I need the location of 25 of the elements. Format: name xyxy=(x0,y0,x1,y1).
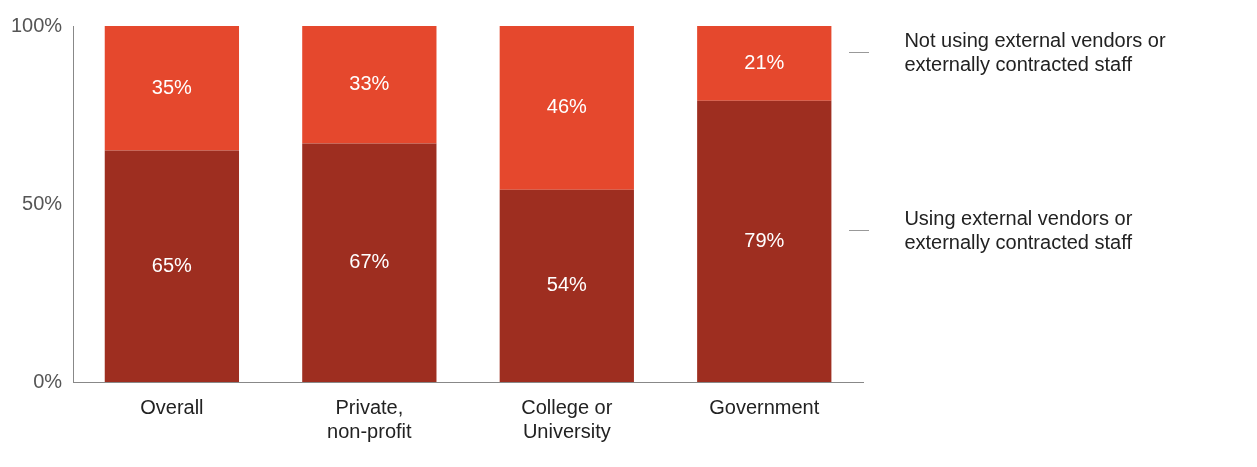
data-label: 79% xyxy=(744,228,785,251)
bar xyxy=(302,26,437,144)
y-tick-label: 0% xyxy=(33,369,63,392)
data-label: 21% xyxy=(744,50,785,73)
data-label: 54% xyxy=(546,273,588,296)
data-label: 33% xyxy=(349,72,390,95)
data-label: 46% xyxy=(546,95,588,118)
bar xyxy=(104,26,240,151)
data-label: 67% xyxy=(349,250,390,273)
bar xyxy=(104,150,240,382)
bar xyxy=(499,189,634,382)
x-tick-label: Overall xyxy=(140,395,204,418)
bar xyxy=(499,26,634,190)
data-label: 35% xyxy=(151,75,193,98)
y-tick-label: 50% xyxy=(22,191,63,214)
bar xyxy=(302,143,437,382)
x-tick-label: College or University xyxy=(521,395,613,442)
bar xyxy=(697,26,832,101)
y-tick-label: 100% xyxy=(11,13,63,36)
text: Not using external vendors or externally contracted staff xyxy=(904,28,1166,75)
text: Using external vendors or externally contracted staff xyxy=(904,206,1133,253)
bar xyxy=(697,100,832,382)
x-tick-label: Private, non-profit xyxy=(327,395,413,442)
data-label: 65% xyxy=(151,253,193,276)
x-tick-label: Government xyxy=(709,395,820,418)
